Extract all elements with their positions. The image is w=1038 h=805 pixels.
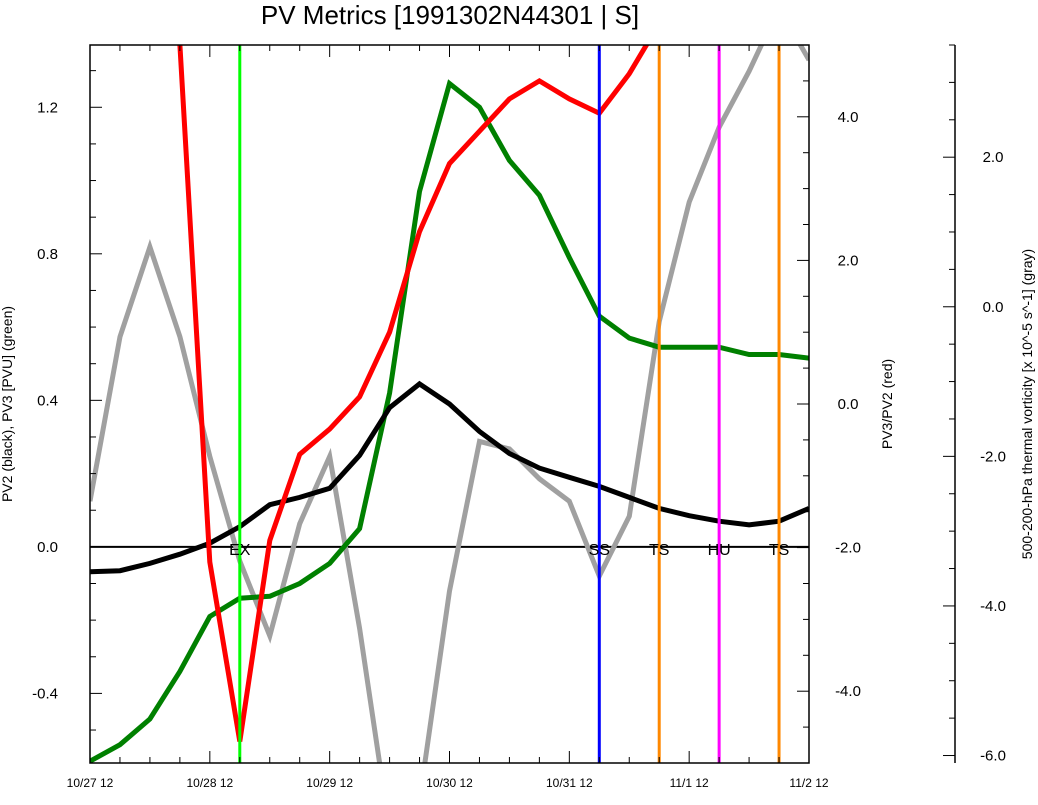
right-tick-label: -2.0 [835, 540, 861, 557]
x-tick-label: 10/31 12 [546, 776, 593, 790]
event-label: SS [589, 542, 610, 559]
x-tick-label: 10/30 12 [426, 776, 473, 790]
event-label: TS [649, 542, 669, 559]
right-tick-label: 2.0 [838, 252, 859, 269]
event-label: HU [708, 542, 731, 559]
left-tick-label: 1.2 [37, 99, 58, 116]
far-right-axis-label: 500-200-hPa thermal vorticity [x 10^-5 s… [1019, 249, 1035, 559]
series-line-pv3 [90, 79, 809, 763]
x-tick-label: 11/2 12 [789, 776, 828, 790]
x-tick-label: 10/28 12 [186, 776, 233, 790]
event-label: TS [769, 542, 789, 559]
right-tick-label: 0.0 [838, 396, 859, 413]
far-right-tick-label: -2.0 [980, 448, 1006, 465]
right-axis-label: PV3/PV2 (red) [879, 359, 895, 449]
far-right-tick-label: -6.0 [980, 748, 1006, 765]
chart-title: PV Metrics [1991302N44301 | S] [261, 0, 639, 30]
far-right-tick-label: -4.0 [980, 598, 1006, 615]
series-line-thermal_vorticity [90, 45, 809, 763]
left-tick-label: 0.4 [37, 392, 58, 409]
right-tick-label: 4.0 [838, 109, 859, 126]
left-tick-label: 0.0 [37, 539, 58, 556]
left-tick-label: -0.4 [32, 685, 58, 702]
x-tick-label: 11/1 12 [670, 776, 709, 790]
far-right-tick-label: 2.0 [983, 149, 1004, 166]
series-line-pv3_pv2 [177, 45, 650, 742]
left-tick-label: 0.8 [37, 246, 58, 263]
x-tick-label: 10/29 12 [306, 776, 353, 790]
far-right-tick-label: 0.0 [983, 299, 1004, 316]
event-label: EX [229, 542, 251, 559]
left-axis-label: PV2 (black), PV3 [PVU] (green) [0, 306, 15, 502]
right-tick-label: -4.0 [835, 683, 861, 700]
x-tick-label: 10/27 12 [67, 776, 114, 790]
